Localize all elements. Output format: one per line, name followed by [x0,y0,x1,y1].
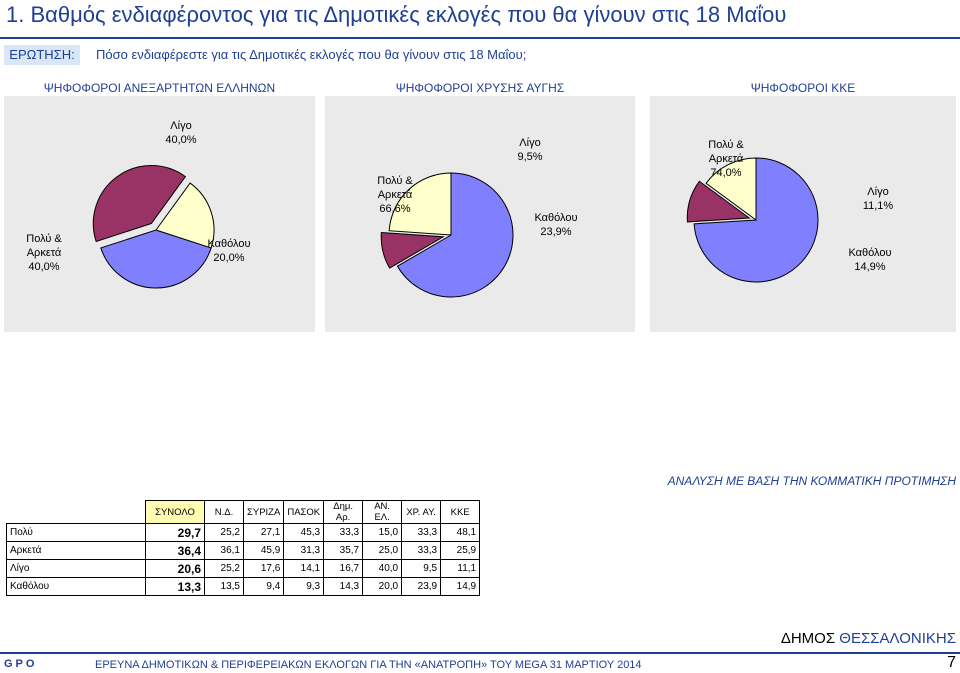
table-row: Αρκετά 36,4 36,1 45,9 31,3 35,7 25,0 33,… [6,541,481,560]
analysis-title: ΑΝΑΛΥΣΗ ΜΕ ΒΑΣΗ ΤΗΝ ΚΟΜΜΑΤΙΚΗ ΠΡΟΤΙΜΗΣΗ [667,474,956,488]
column-header: Δημ. Αρ. [323,500,364,524]
table-cell: 25,2 [204,523,244,542]
table-cell: 14,3 [323,577,364,596]
table-cell: 11,1 [440,559,481,578]
pie-chart-kke: Πολύ & Αρκετά 74,0% Λίγο 11,1% Καθόλου 14,9% [686,139,894,283]
column-header: ΠΑΣΟΚ [283,500,325,524]
table-cell: 17,6 [242,559,285,578]
table-cell: 33,3 [401,541,442,560]
table-cell: 9,5 [401,559,442,578]
municipality-prefix: ΔΗΜΟΣ [780,630,840,647]
table-cell: 15,0 [362,523,403,542]
table-cell: 9,4 [242,577,285,596]
slice-label: Πολύ & Αρκετά 40,0% [26,233,62,273]
table-cell: 20,0 [362,577,403,596]
slice-polu-arketa [100,229,212,289]
table-row: Πολύ 29,7 25,2 27,1 45,3 33,3 15,0 33,3 … [6,523,481,542]
table-cell: 33,3 [401,523,442,542]
total-cell: 36,4 [145,541,205,560]
column-header: ΣΥΡΙΖΑ [242,500,285,524]
table-cell: 14,1 [283,559,325,578]
column-header: ΧΡ. ΑΥ. [401,500,442,524]
slice-label: Καθόλου 23,9% [534,212,577,238]
page-title: 1. Βαθμός ενδιαφέροντος για τις Δημοτικέ… [6,2,787,27]
slice-katholou [155,182,215,249]
table-cell: 23,9 [401,577,442,596]
table-cell: 16,7 [323,559,364,578]
total-cell: 13,3 [145,577,205,596]
slice-ligo [686,180,751,223]
slice-label: Καθόλου 14,9% [848,247,891,273]
pie-title: ΨΗΦΟΦΟΡΟΙ ΧΡΥΣΗΣ ΑΥΓΗΣ [325,80,635,96]
municipality-city: ΘΕΣΣΑΛΟΝΙΚΗΣ [839,630,956,647]
table-cell: 25,2 [204,559,244,578]
column-header: ΚΚΕ [440,500,481,524]
slice-ligo [380,232,445,269]
slice-label: Λίγο 9,5% [517,137,542,163]
pie-panel-xa: ΨΗΦΟΦΟΡΟΙ ΧΡΥΣΗΣ ΑΥΓΗΣ Πολύ & Αρκετά 66,6%… [325,80,635,332]
table-cell: 40,0 [362,559,403,578]
table-row: Λίγο 20,6 25,2 17,6 14,1 16,7 40,0 9,5 1… [6,559,481,578]
slice-polu-arketa [396,172,514,298]
footer-text: ΕΡΕΥΝΑ ΔΗΜΟΤΙΚΩΝ & ΠΕΡΙΦΕΡΕΙΑΚΩΝ ΕΚΛΟΓΩΝ… [95,659,642,671]
total-cell: 29,7 [145,523,205,542]
gpo-logo: GPO [4,658,38,670]
slice-label: Πολύ & Αρκετά 74,0% [708,139,744,179]
slice-label: Πολύ & Αρκετά 66,6% [377,175,413,215]
table-header-row: ΣΥΝΟΛΟ Ν.Δ. ΣΥΡΙΖΑ ΠΑΣΟΚ Δημ. Αρ. ΑΝ. ΕΛ… [7,500,481,524]
table-cell: 35,7 [323,541,364,560]
table-cell: 33,3 [323,523,364,542]
row-label: Καθόλου [6,577,146,596]
table-cell: 25,0 [362,541,403,560]
row-label: Λίγο [6,559,146,578]
table-corner [7,501,146,524]
column-header: ΑΝ. ΕΛ. [362,500,403,524]
table-cell: 9,3 [283,577,325,596]
table-cell: 45,9 [242,541,285,560]
table-cell: 27,1 [242,523,285,542]
question-text: Πόσο ενδιαφέρεστε για τις Δημοτικές εκλο… [96,47,527,62]
column-header: Ν.Δ. [204,500,244,524]
total-cell: 20,6 [145,559,205,578]
pie-chart-anel: Πολύ & Αρκετά 40,0% Λίγο 40,0% Καθόλου 20,0% [26,120,251,289]
slice-katholou [705,157,757,221]
question-label: ΕΡΩΤΗΣΗ: [4,45,80,65]
row-label: Πολύ [6,523,146,542]
table-cell: 14,9 [440,577,481,596]
slice-ligo [92,165,187,243]
pie-title: ΨΗΦΟΦΟΡΟΙ ΚΚΕ [650,80,956,96]
slice-label: Λίγο 40,0% [165,120,196,146]
municipality-label: ΔΗΜΟΣ ΘΕΣΣΑΛΟΝΙΚΗΣ [781,630,956,647]
table-cell: 45,3 [283,523,325,542]
footer-divider [0,652,960,654]
table-cell: 13,5 [204,577,244,596]
page-number: 7 [947,654,956,671]
row-label: Αρκετά [6,541,146,560]
column-header: ΣΥΝΟΛΟ [145,500,205,524]
title-divider [0,37,960,39]
table-cell: 36,1 [204,541,244,560]
slice-label: Λίγο 11,1% [863,186,894,212]
pie-panel-kke: ΨΗΦΟΦΟΡΟΙ ΚΚΕ Πολύ & Αρκετά 74,0% Λίγο 11,1%… [650,80,956,332]
slice-katholou [388,172,452,236]
pie-title: ΨΗΦΟΦΟΡΟΙ ΑΝΕΞΑΡΤΗΤΩΝ ΕΛΛΗΝΩΝ [4,80,315,96]
pie-chart-xa: Πολύ & Αρκετά 66,6% Λίγο 9,5% Καθόλου 23,9% [377,137,578,298]
table-cell: 25,9 [440,541,481,560]
party-breakdown-table: ΣΥΝΟΛΟ Ν.Δ. ΣΥΡΙΖΑ ΠΑΣΟΚ Δημ. Αρ. ΑΝ. ΕΛ… [6,500,481,596]
table-cell: 48,1 [440,523,481,542]
table-cell: 31,3 [283,541,325,560]
pie-panel-anel: ΨΗΦΟΦΟΡΟΙ ΑΝΕΞΑΡΤΗΤΩΝ ΕΛΛΗΝΩΝ Πολύ & Αρκε… [4,80,315,332]
table-row: Καθόλου 13,3 13,5 9,4 9,3 14,3 20,0 23,9… [6,577,481,596]
slice-label: Καθόλου 20,0% [207,238,250,264]
